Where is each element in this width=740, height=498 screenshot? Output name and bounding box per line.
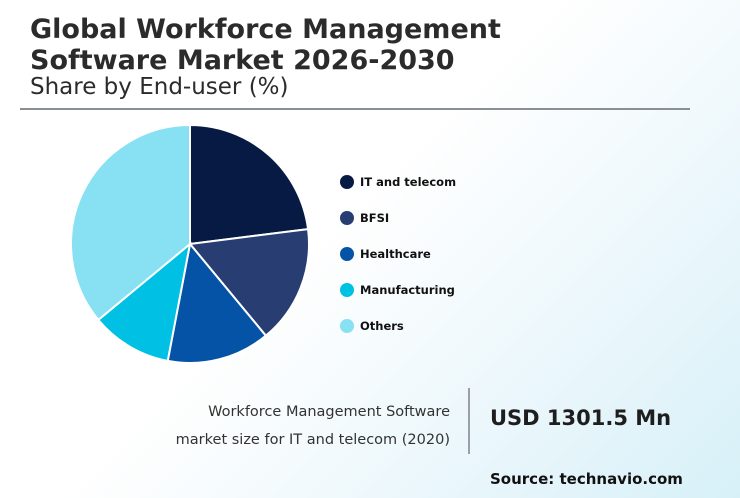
stat-value: USD 1301.5 Mn xyxy=(490,406,672,430)
legend-swatch xyxy=(340,175,354,189)
stat-divider xyxy=(468,388,470,454)
legend-label: IT and telecom xyxy=(360,175,457,189)
chart-title: Global Workforce Management Software Mar… xyxy=(30,14,501,76)
legend-item: BFSI xyxy=(340,209,456,227)
chart-title-line2: Software Market 2026-2030 xyxy=(30,45,455,76)
stat-description-line2: market size for IT and telecom (2020) xyxy=(175,432,450,448)
pie-slice-it-and-telecom xyxy=(189,123,310,246)
chart-title-line1: Global Workforce Management xyxy=(30,14,501,45)
source-credit: Source: technavio.com xyxy=(490,470,683,488)
legend-item: IT and telecom xyxy=(340,173,456,191)
pie-slice-healthcare xyxy=(166,241,268,364)
legend-item: Healthcare xyxy=(340,245,456,263)
pie-slice-others xyxy=(70,123,191,322)
title-divider xyxy=(20,108,690,110)
chart-subtitle: Share by End-user (%) xyxy=(30,74,289,100)
stat-description: Workforce Management Software market siz… xyxy=(176,398,450,454)
legend-swatch xyxy=(340,319,354,333)
legend-label: Manufacturing xyxy=(360,283,455,297)
stat-description-line1: Workforce Management Software xyxy=(208,404,450,420)
legend-swatch xyxy=(340,211,354,225)
legend-label: Others xyxy=(360,319,404,333)
pie-slice-bfsi xyxy=(188,227,310,338)
legend-swatch xyxy=(340,283,354,297)
legend-label: BFSI xyxy=(360,211,390,225)
chart-legend: IT and telecom BFSI Healthcare Manufacturin… xyxy=(340,173,456,353)
pie-slice-manufacturing xyxy=(96,241,192,363)
legend-item: Others xyxy=(340,317,456,335)
legend-label: Healthcare xyxy=(360,247,431,261)
legend-swatch xyxy=(340,247,354,261)
legend-item: Manufacturing xyxy=(340,281,456,299)
